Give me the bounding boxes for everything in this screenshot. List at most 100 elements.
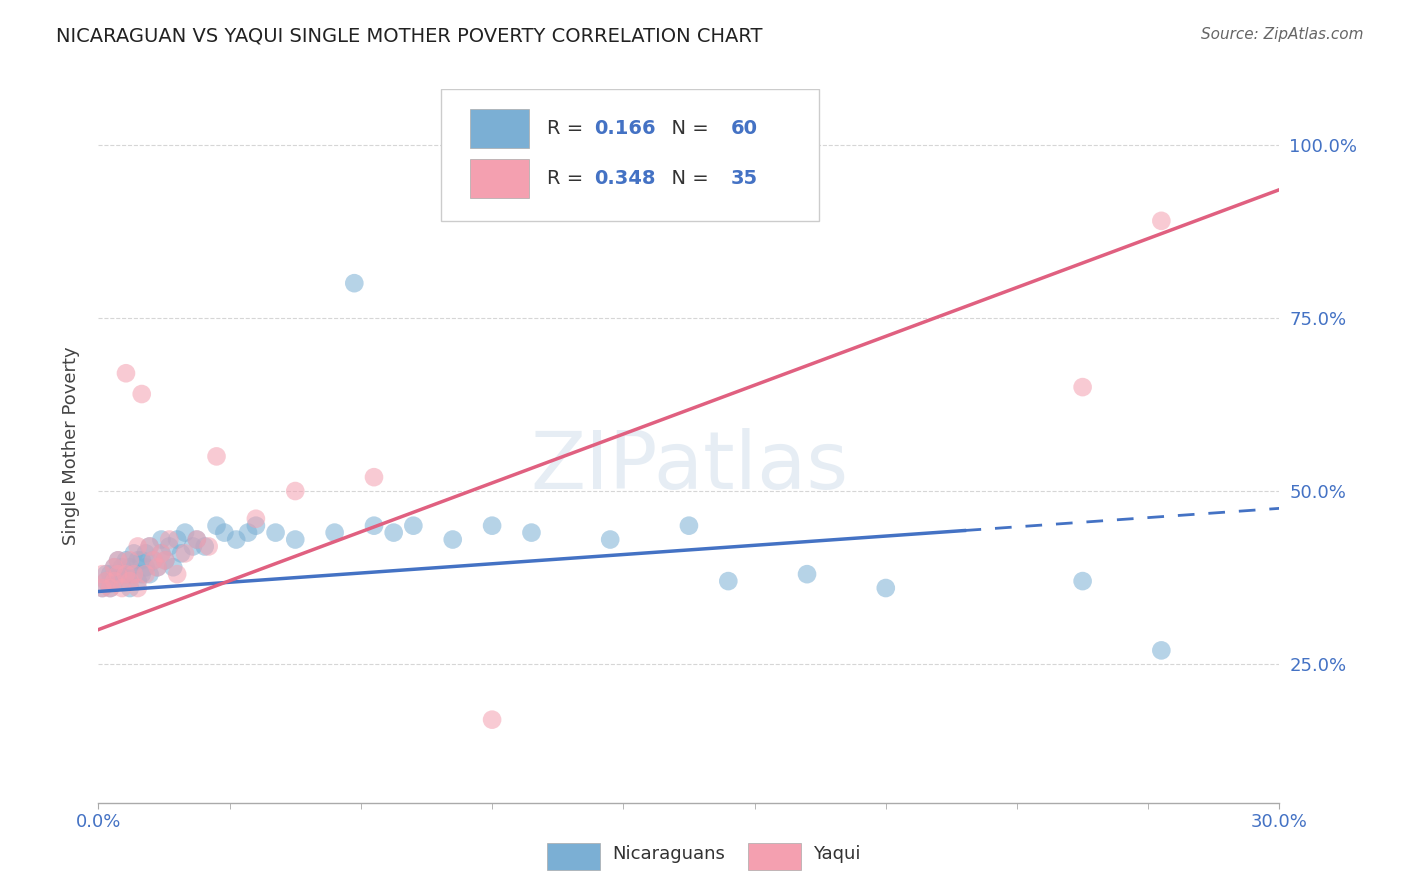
Y-axis label: Single Mother Poverty: Single Mother Poverty — [62, 347, 80, 545]
Point — [96, 574, 118, 588]
Point — [98, 581, 121, 595]
Point — [135, 546, 157, 560]
Point — [1071, 574, 1094, 588]
Point — [194, 540, 217, 554]
Point — [155, 553, 177, 567]
FancyBboxPatch shape — [547, 843, 600, 870]
Point — [127, 574, 149, 588]
Point — [197, 540, 219, 554]
Point — [115, 553, 138, 567]
Point — [1150, 214, 1173, 228]
Point — [115, 567, 138, 582]
Point — [245, 512, 267, 526]
Point — [1150, 643, 1173, 657]
Point — [103, 574, 125, 588]
Point — [186, 533, 208, 547]
Point — [382, 525, 405, 540]
Point — [1071, 380, 1094, 394]
FancyBboxPatch shape — [471, 109, 530, 148]
Point — [402, 518, 425, 533]
Point — [122, 567, 145, 582]
Point — [122, 567, 145, 582]
Point — [118, 574, 141, 588]
Point — [236, 525, 259, 540]
Point — [91, 567, 114, 582]
Point — [181, 540, 204, 554]
Text: 35: 35 — [730, 169, 758, 188]
Point — [103, 560, 125, 574]
Point — [245, 518, 267, 533]
Point — [186, 533, 208, 547]
Text: NICARAGUAN VS YAQUI SINGLE MOTHER POVERTY CORRELATION CHART: NICARAGUAN VS YAQUI SINGLE MOTHER POVERT… — [56, 27, 762, 45]
Text: 0.166: 0.166 — [595, 119, 657, 138]
Point — [599, 533, 621, 547]
Point — [107, 567, 129, 582]
Point — [142, 553, 165, 567]
Point — [363, 470, 385, 484]
Point — [103, 560, 125, 574]
Point — [875, 581, 897, 595]
Point — [481, 713, 503, 727]
Point — [214, 525, 236, 540]
Point — [111, 574, 134, 588]
Point — [96, 567, 118, 582]
Point — [150, 533, 173, 547]
Point — [91, 581, 114, 595]
Point — [363, 518, 385, 533]
Point — [157, 540, 180, 554]
Point — [138, 540, 160, 554]
Point — [166, 567, 188, 582]
Point — [284, 483, 307, 498]
FancyBboxPatch shape — [471, 159, 530, 198]
Point — [162, 560, 184, 574]
Point — [225, 533, 247, 547]
Point — [135, 560, 157, 574]
Point — [131, 553, 153, 567]
Point — [127, 540, 149, 554]
Point — [111, 581, 134, 595]
Point — [107, 553, 129, 567]
Point — [170, 546, 193, 560]
Point — [118, 553, 141, 567]
Point — [131, 387, 153, 401]
Point — [796, 567, 818, 582]
Point — [323, 525, 346, 540]
Point — [150, 546, 173, 560]
FancyBboxPatch shape — [441, 89, 818, 221]
Point — [103, 574, 125, 588]
Point — [717, 574, 740, 588]
Point — [157, 533, 180, 547]
Point — [122, 546, 145, 560]
Text: Nicaraguans: Nicaraguans — [612, 846, 725, 863]
Point — [118, 581, 141, 595]
Point — [111, 560, 134, 574]
FancyBboxPatch shape — [748, 843, 801, 870]
Point — [146, 560, 169, 574]
Point — [166, 533, 188, 547]
Point — [131, 567, 153, 582]
Point — [127, 581, 149, 595]
Point — [678, 518, 700, 533]
Point — [520, 525, 543, 540]
Point — [138, 567, 160, 582]
Point — [138, 540, 160, 554]
Point — [441, 533, 464, 547]
Point — [96, 574, 118, 588]
Point — [284, 533, 307, 547]
Point — [481, 518, 503, 533]
Point — [107, 567, 129, 582]
Text: R =: R = — [547, 169, 589, 188]
Point — [264, 525, 287, 540]
Point — [127, 553, 149, 567]
Point — [174, 546, 197, 560]
Text: Yaqui: Yaqui — [813, 846, 860, 863]
Point — [118, 560, 141, 574]
Point — [115, 366, 138, 380]
Point — [174, 525, 197, 540]
Point — [150, 546, 173, 560]
Point — [91, 581, 114, 595]
Text: 0.348: 0.348 — [595, 169, 657, 188]
Point — [107, 553, 129, 567]
Text: 60: 60 — [730, 119, 758, 138]
Text: N =: N = — [659, 119, 716, 138]
